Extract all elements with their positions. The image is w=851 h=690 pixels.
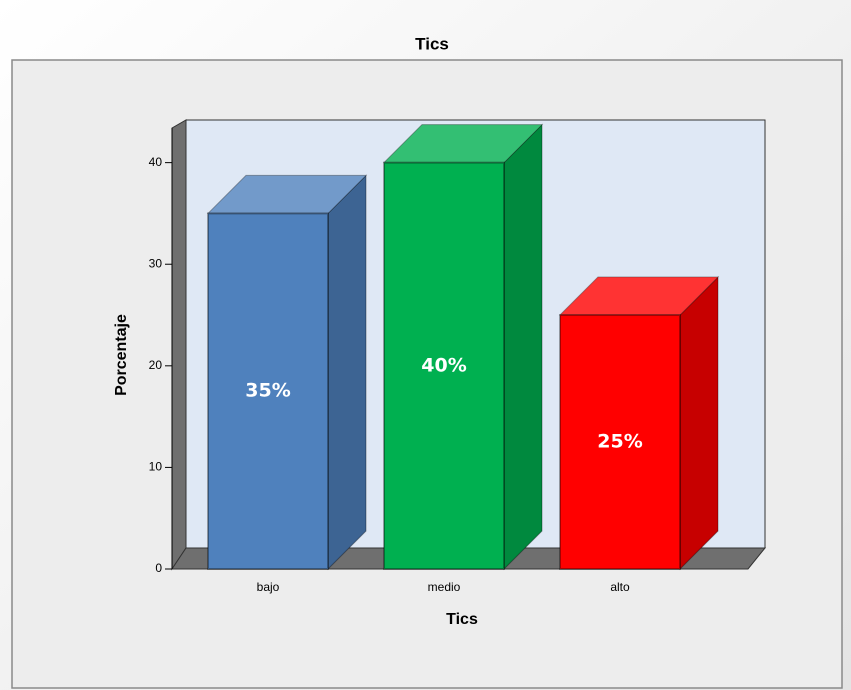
value-label: 40% [421,354,466,376]
y-tick-label: 30 [149,256,163,270]
value-label: 35% [245,380,290,402]
x-tick-label: alto [610,580,630,594]
bar [383,161,505,571]
x-tick-label: medio [428,580,461,594]
bar-top-shade [384,124,542,163]
x-axis-title: Tics [446,611,478,628]
y-tick-label: 0 [155,561,162,575]
bar-top-shade [208,175,366,214]
y-tick-label: 40 [149,155,163,169]
x-tick-label: bajo [257,580,280,594]
value-label: 25% [597,431,642,453]
y-tick-label: 10 [149,460,163,474]
y-axis-title: Porcentaje [113,314,130,396]
bar [207,212,329,570]
bar-side-shade [328,175,366,569]
bar [559,314,681,571]
chart-title: Tics [415,34,449,53]
y-tick-label: 20 [149,358,163,372]
bar-top-shade [560,277,718,316]
bar-side-shade [504,124,542,570]
left-wall [171,119,187,571]
bar-side-shade [680,277,718,569]
